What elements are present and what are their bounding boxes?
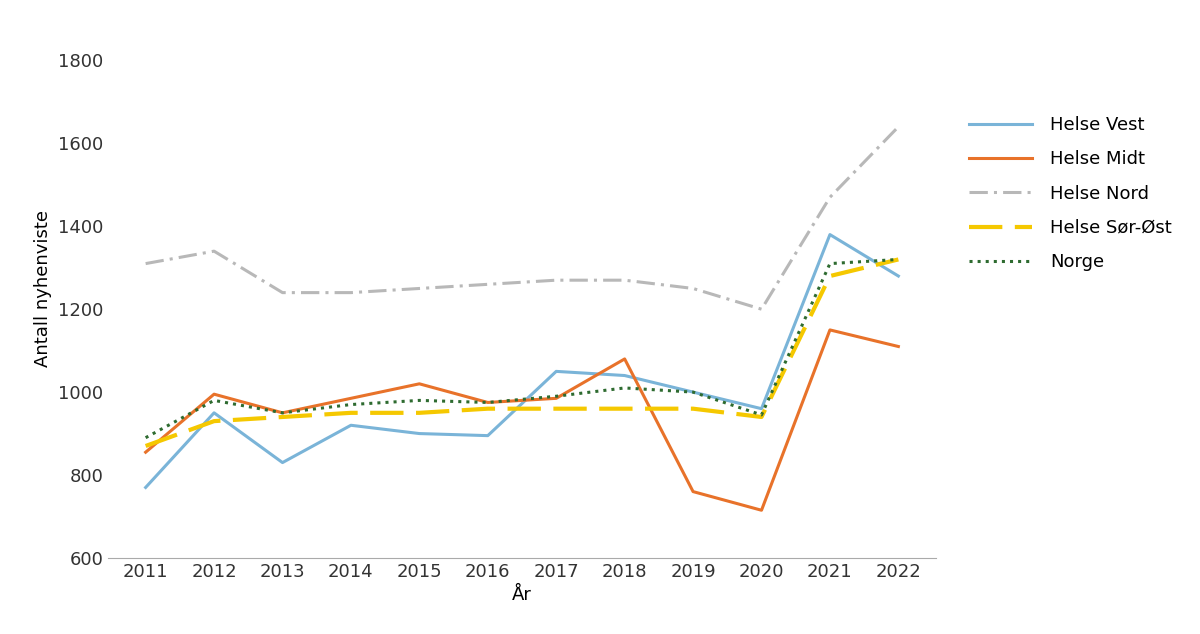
Helse Sør-Øst — [412, 409, 426, 417]
Norge — [343, 401, 358, 408]
Helse Midt — [480, 399, 494, 406]
Helse Sør-Øst — [550, 405, 564, 413]
Helse Midt — [892, 343, 906, 351]
Helse Sør-Øst — [275, 413, 289, 421]
Norge — [275, 409, 289, 417]
Helse Nord — [686, 285, 701, 292]
Helse Vest — [275, 459, 289, 467]
Helse Vest — [755, 405, 769, 413]
Helse Nord — [412, 285, 426, 292]
Helse Sør-Øst — [206, 417, 221, 425]
Helse Nord — [206, 247, 221, 255]
Helse Midt — [412, 380, 426, 387]
Helse Vest — [480, 432, 494, 439]
Line: Helse Nord: Helse Nord — [145, 127, 899, 309]
Helse Vest — [892, 272, 906, 280]
Helse Nord — [755, 306, 769, 313]
Helse Sør-Øst — [755, 413, 769, 421]
Line: Helse Vest: Helse Vest — [145, 235, 899, 488]
Helse Vest — [618, 372, 632, 379]
Helse Vest — [823, 231, 838, 238]
Helse Midt — [755, 507, 769, 514]
Helse Midt — [343, 394, 358, 402]
Y-axis label: Antall nyhenviste: Antall nyhenviste — [35, 210, 53, 367]
Helse Vest — [343, 422, 358, 429]
Helse Nord — [823, 193, 838, 201]
Helse Nord — [618, 276, 632, 284]
Helse Nord — [343, 289, 358, 297]
Helse Midt — [275, 409, 289, 417]
Norge — [892, 256, 906, 263]
Helse Midt — [823, 326, 838, 333]
Helse Nord — [480, 280, 494, 288]
Helse Vest — [550, 368, 564, 375]
Helse Midt — [550, 394, 564, 402]
Helse Nord — [550, 276, 564, 284]
Norge — [550, 392, 564, 400]
Norge — [686, 388, 701, 396]
Helse Sør-Øst — [618, 405, 632, 413]
Line: Helse Midt: Helse Midt — [145, 330, 899, 510]
Helse Sør-Øst — [480, 405, 494, 413]
Helse Nord — [138, 260, 152, 268]
Helse Sør-Øst — [823, 272, 838, 280]
Helse Nord — [275, 289, 289, 297]
Norge — [206, 397, 221, 404]
Helse Vest — [686, 388, 701, 396]
X-axis label: År: År — [512, 586, 532, 604]
Helse Vest — [412, 430, 426, 437]
Helse Sør-Øst — [892, 256, 906, 263]
Norge — [823, 260, 838, 268]
Helse Nord — [892, 123, 906, 131]
Helse Midt — [138, 448, 152, 456]
Line: Helse Sør-Øst: Helse Sør-Øst — [145, 259, 899, 446]
Norge — [480, 399, 494, 406]
Norge — [618, 384, 632, 392]
Legend: Helse Vest, Helse Midt, Helse Nord, Helse Sør-Øst, Norge: Helse Vest, Helse Midt, Helse Nord, Hels… — [961, 109, 1180, 278]
Norge — [755, 411, 769, 418]
Line: Norge: Norge — [145, 259, 899, 437]
Norge — [138, 434, 152, 441]
Helse Sør-Øst — [343, 409, 358, 417]
Helse Sør-Øst — [138, 442, 152, 450]
Helse Midt — [686, 488, 701, 495]
Helse Sør-Øst — [686, 405, 701, 413]
Helse Vest — [138, 484, 152, 491]
Helse Midt — [618, 355, 632, 363]
Norge — [412, 397, 426, 404]
Helse Midt — [206, 391, 221, 398]
Helse Vest — [206, 409, 221, 417]
